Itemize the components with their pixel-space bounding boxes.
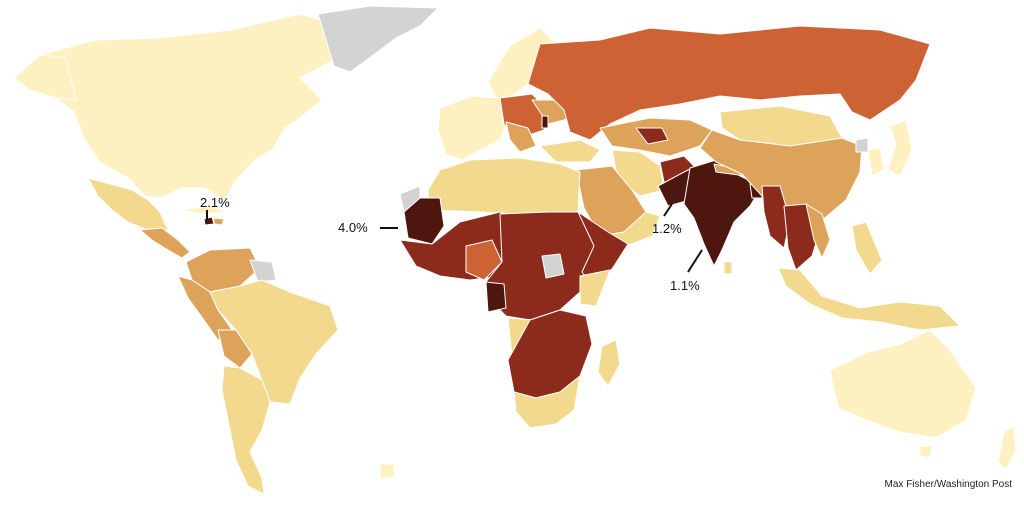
region-australia <box>829 329 977 439</box>
region-tasmania <box>919 445 933 459</box>
region-philippines <box>851 221 883 275</box>
region-falklands <box>379 463 395 479</box>
region-south-africa <box>513 375 581 429</box>
callout-haiti: 2.1% <box>200 195 230 210</box>
region-central-america <box>139 227 191 259</box>
region-argentina-chile <box>221 365 271 495</box>
region-guianas <box>249 259 277 283</box>
region-western-europe <box>437 95 509 161</box>
region-mauritania <box>403 197 445 245</box>
region-uzbekistan <box>635 127 669 145</box>
credit-line: Max Fisher/Washington Post <box>884 479 1012 490</box>
region-indonesia <box>777 267 961 331</box>
region-haiti <box>203 216 215 226</box>
region-gabon-congo <box>485 281 507 313</box>
callout-india: 1.1% <box>670 278 700 293</box>
region-north-america <box>13 13 356 201</box>
region-bolivia <box>217 329 253 369</box>
callout-pakistan: 1.2% <box>652 221 682 236</box>
region-myanmar <box>761 185 791 249</box>
region-dominican-republic <box>213 217 225 226</box>
region-nigeria <box>465 239 503 281</box>
region-kenya-somalia <box>579 269 611 307</box>
region-north-korea <box>855 137 869 153</box>
region-alaska <box>13 54 77 101</box>
region-north-africa <box>427 157 581 215</box>
region-cuba <box>179 205 227 215</box>
region-greenland <box>317 5 439 73</box>
region-sri-lanka <box>723 261 733 275</box>
region-russia <box>527 25 931 141</box>
region-new-zealand <box>997 425 1017 471</box>
region-vietnam <box>805 203 831 259</box>
region-korea-japan <box>867 119 913 177</box>
callout-line-india <box>687 249 703 273</box>
region-balkans <box>505 121 537 153</box>
region-south-sudan <box>541 253 565 279</box>
region-china <box>699 129 863 223</box>
region-turkey <box>539 139 601 163</box>
region-moldova <box>541 115 549 129</box>
region-madagascar <box>597 339 621 387</box>
callout-mauritania: 4.0% <box>338 220 368 235</box>
callout-line-pakistan <box>663 203 673 217</box>
